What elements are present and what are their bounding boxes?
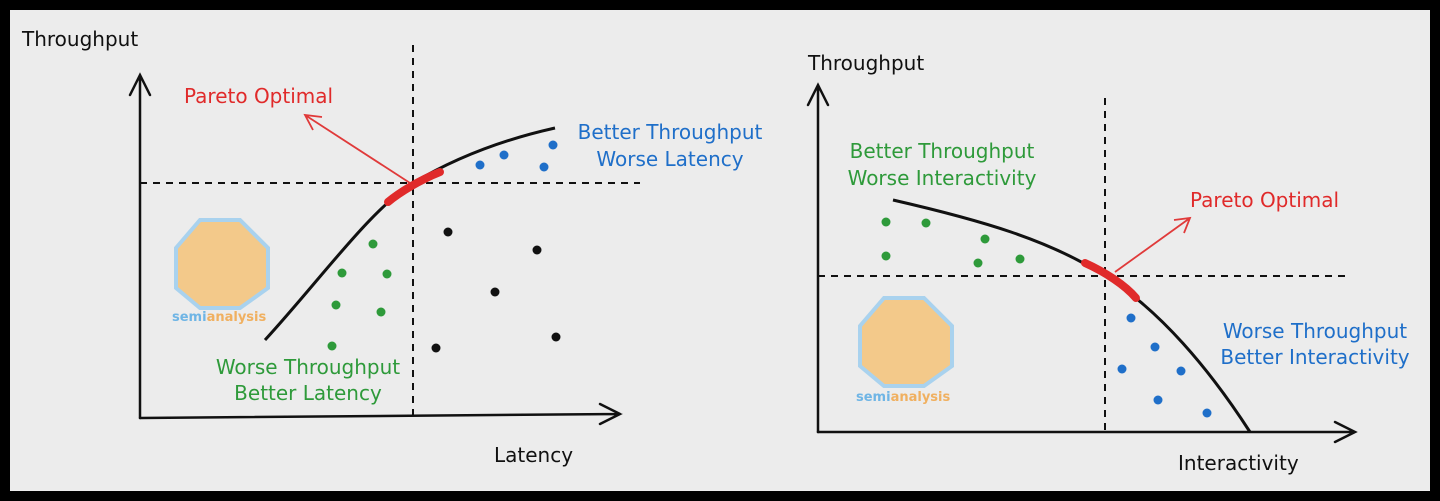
dot xyxy=(1202,408,1212,418)
logo-word: analysis xyxy=(207,310,267,325)
dot xyxy=(1117,364,1127,374)
dot xyxy=(1176,366,1186,376)
x-axis xyxy=(138,402,623,426)
region-label: Worse Throughput xyxy=(1223,319,1407,343)
region-label: Better Interactivity xyxy=(1220,345,1409,369)
logo-word: analysis xyxy=(891,390,951,405)
y-axis-label: Throughput xyxy=(807,51,924,75)
dot xyxy=(532,245,542,255)
dot xyxy=(331,300,341,310)
dot xyxy=(973,258,983,268)
pareto-segment xyxy=(1081,259,1140,302)
dot xyxy=(1126,313,1136,323)
logo-word: semi xyxy=(856,390,891,405)
dot xyxy=(475,160,485,170)
dot xyxy=(1153,395,1163,405)
pareto-arrow xyxy=(1114,216,1192,273)
dot xyxy=(499,150,509,160)
pareto-label: Pareto Optimal xyxy=(184,84,333,108)
region-label: Better Latency xyxy=(234,381,382,405)
dot xyxy=(921,218,931,228)
x-axis-label: Latency xyxy=(494,443,573,467)
dots xyxy=(327,140,561,353)
dot xyxy=(443,227,453,237)
dot xyxy=(1150,342,1160,352)
pareto-label: Pareto Optimal xyxy=(1190,188,1339,212)
left-diagram: semianalysis Throughput Latency Pareto O… xyxy=(21,27,763,467)
region-label: Worse Latency xyxy=(596,147,743,171)
dot xyxy=(327,341,337,351)
dot xyxy=(881,217,891,227)
region-label: Better Throughput xyxy=(578,120,763,144)
dot xyxy=(548,140,558,150)
pareto-arrow xyxy=(303,113,411,184)
logo-badge xyxy=(174,218,270,310)
logo-text: semianalysis xyxy=(172,310,266,325)
dot xyxy=(980,234,990,244)
region-label: Worse Interactivity xyxy=(848,166,1037,190)
right-diagram: semianalysis Throughput Interactivity Pa… xyxy=(806,51,1410,475)
y-axis xyxy=(128,72,152,420)
logo: semianalysis xyxy=(172,218,270,325)
logo-word: semi xyxy=(172,310,207,325)
x-axis-label: Interactivity xyxy=(1178,451,1299,475)
dot xyxy=(551,332,561,342)
logo: semianalysis xyxy=(856,296,954,405)
dots xyxy=(881,217,1212,418)
region-label: Better Throughput xyxy=(850,139,1035,163)
dot xyxy=(881,251,891,261)
dot xyxy=(337,268,347,278)
dot xyxy=(431,343,441,353)
dot xyxy=(490,287,500,297)
dot xyxy=(376,307,386,317)
y-axis-label: Throughput xyxy=(21,27,138,51)
region-label: Worse Throughput xyxy=(216,355,400,379)
dot xyxy=(368,239,378,249)
dot xyxy=(539,162,549,172)
logo-badge xyxy=(858,296,954,388)
dot xyxy=(1015,254,1025,264)
x-axis xyxy=(816,420,1358,444)
logo-text: semianalysis xyxy=(856,390,950,405)
dot xyxy=(382,269,392,279)
y-axis xyxy=(806,82,830,434)
pareto-segment xyxy=(384,168,444,206)
